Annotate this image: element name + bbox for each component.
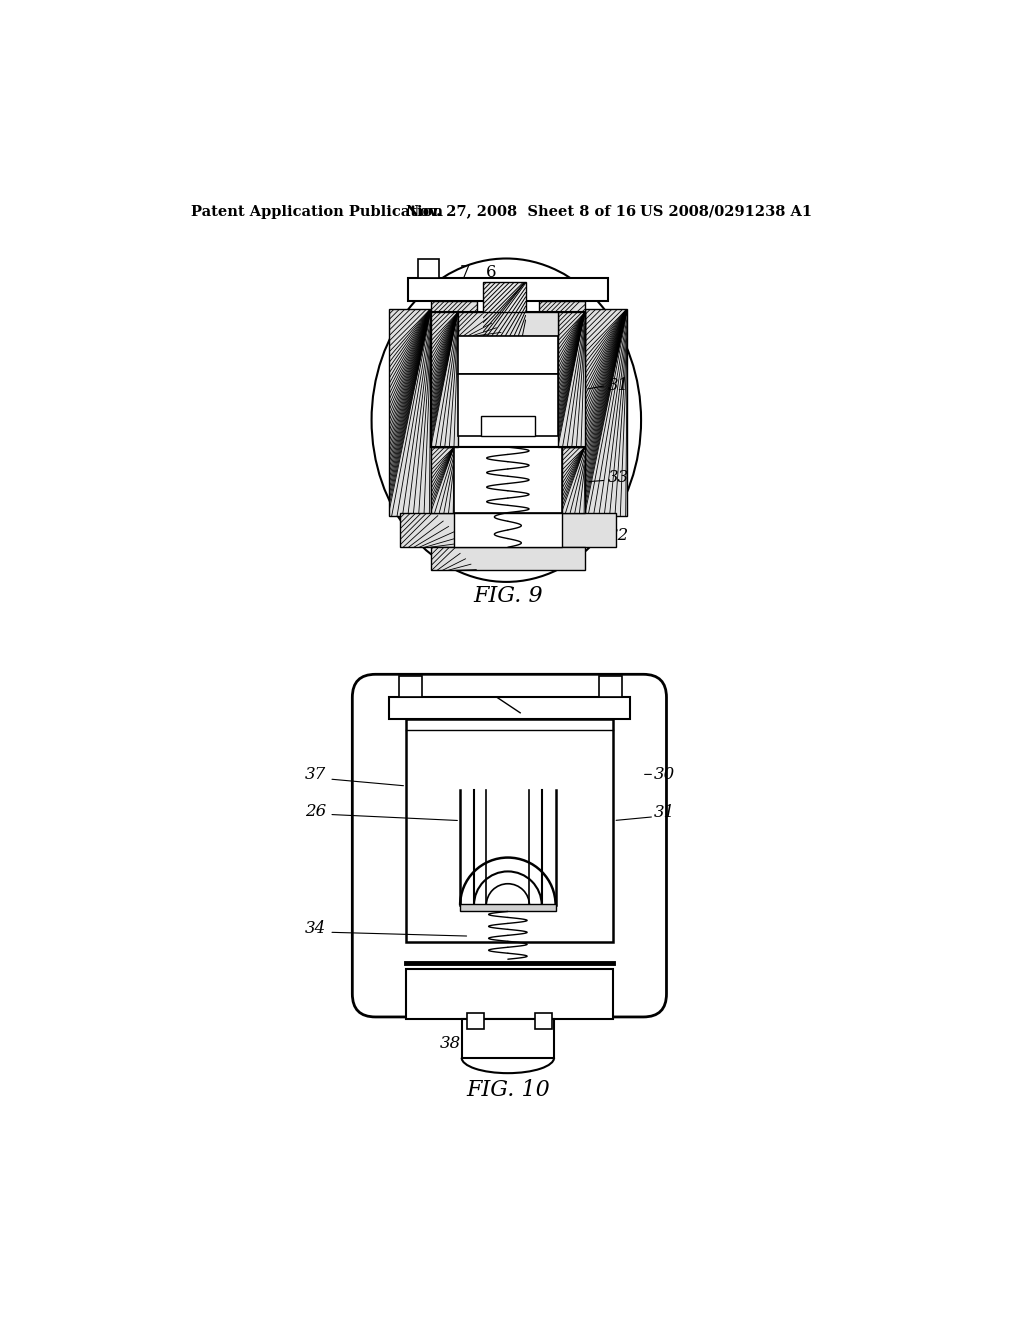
- Text: 38: 38: [439, 1035, 461, 1052]
- Bar: [407, 719, 612, 942]
- Text: US 2008/0291238 A1: US 2008/0291238 A1: [640, 205, 812, 219]
- Bar: [388, 697, 631, 719]
- Bar: [431, 301, 477, 343]
- Bar: [467, 1014, 484, 1028]
- Bar: [431, 447, 454, 512]
- Bar: [599, 676, 622, 697]
- Ellipse shape: [372, 259, 641, 582]
- Text: FIG. 10: FIG. 10: [466, 1080, 550, 1101]
- Bar: [535, 1014, 552, 1028]
- Text: 32: 32: [484, 1035, 506, 1052]
- Bar: [483, 281, 525, 339]
- Text: 31: 31: [654, 804, 676, 821]
- Bar: [562, 447, 585, 512]
- Text: 30: 30: [654, 766, 676, 783]
- Bar: [408, 277, 608, 301]
- Text: 34: 34: [304, 920, 326, 937]
- Bar: [418, 259, 439, 277]
- Bar: [539, 301, 585, 343]
- Bar: [431, 313, 585, 447]
- Text: FIG. 9: FIG. 9: [473, 585, 543, 607]
- Bar: [407, 969, 612, 1019]
- Bar: [431, 313, 458, 447]
- Bar: [454, 512, 562, 548]
- Bar: [462, 1019, 554, 1057]
- Bar: [400, 512, 615, 548]
- Bar: [481, 416, 535, 436]
- Text: 7: 7: [460, 264, 470, 281]
- Bar: [458, 374, 558, 436]
- Bar: [388, 309, 431, 516]
- Bar: [585, 309, 628, 516]
- Text: 31: 31: [608, 378, 629, 395]
- Bar: [398, 676, 422, 697]
- Text: 32: 32: [608, 527, 629, 544]
- Text: 6: 6: [485, 264, 497, 281]
- Text: 37: 37: [304, 766, 326, 783]
- Bar: [431, 548, 585, 570]
- Bar: [460, 904, 556, 911]
- Text: 26: 26: [304, 803, 326, 820]
- FancyBboxPatch shape: [352, 675, 667, 1016]
- Bar: [458, 313, 558, 335]
- Bar: [558, 313, 585, 447]
- Text: Patent Application Publication: Patent Application Publication: [190, 205, 442, 219]
- Text: Nov. 27, 2008  Sheet 8 of 16: Nov. 27, 2008 Sheet 8 of 16: [407, 205, 636, 219]
- Bar: [454, 447, 562, 512]
- Bar: [458, 335, 558, 374]
- Text: 33: 33: [608, 470, 629, 487]
